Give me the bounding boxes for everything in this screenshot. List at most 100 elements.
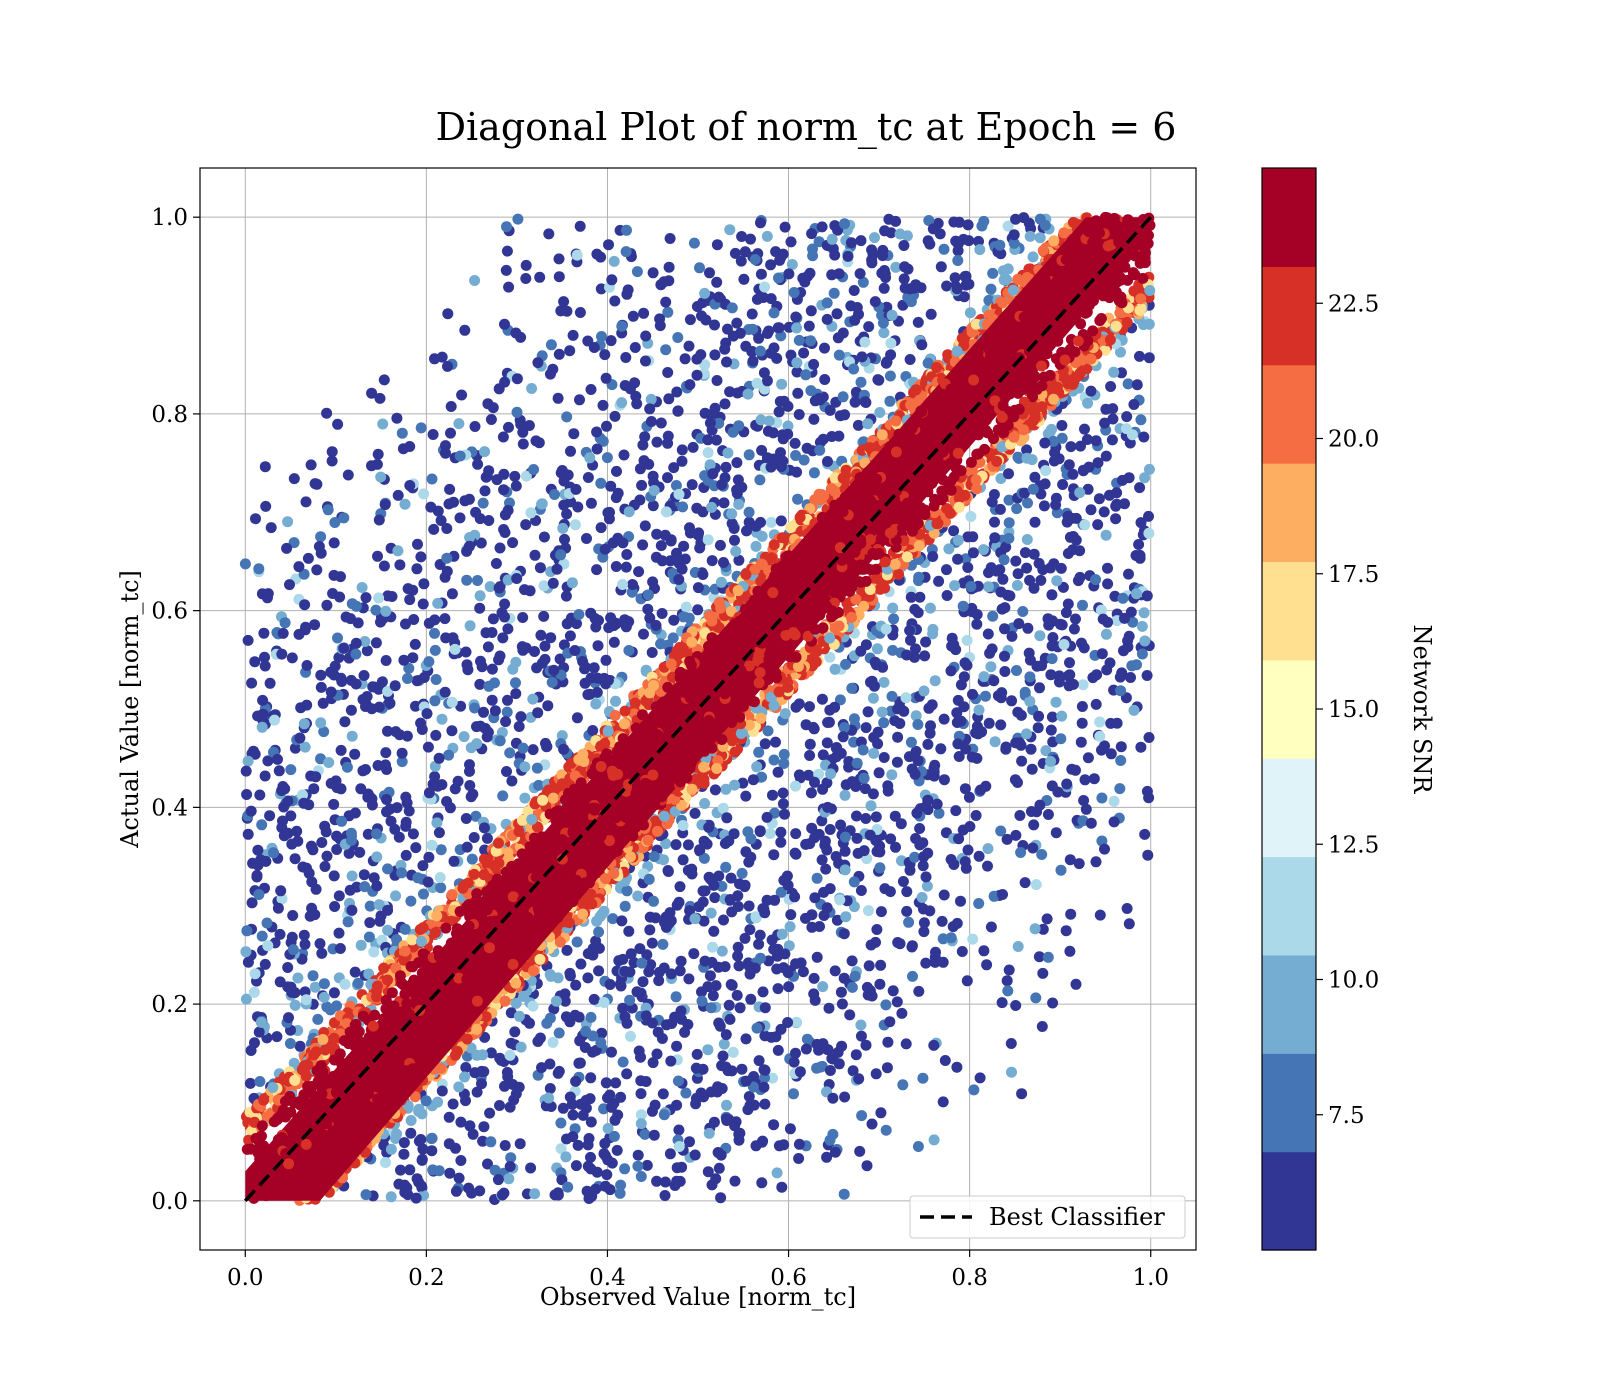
scatter-point <box>1065 441 1077 453</box>
scatter-point <box>1042 951 1054 963</box>
scatter-point <box>391 934 403 946</box>
scatter-point <box>824 651 836 663</box>
scatter-point <box>630 390 642 402</box>
scatter-point <box>759 738 771 750</box>
scatter-point <box>366 460 377 472</box>
scatter-point <box>844 1009 856 1021</box>
scatter-point <box>1046 711 1058 723</box>
scatter-point <box>827 243 839 255</box>
scatter-point <box>1082 397 1094 409</box>
scatter-point <box>664 555 676 567</box>
scatter-point <box>511 573 523 584</box>
scatter-point <box>965 581 977 592</box>
scatter-point <box>360 1189 372 1201</box>
scatter-point <box>855 645 867 657</box>
scatter-point <box>621 1017 633 1029</box>
scatter-point <box>426 1145 438 1157</box>
scatter-point <box>625 948 637 960</box>
scatter-point <box>635 1109 647 1121</box>
scatter-point <box>1003 494 1015 506</box>
scatter-point <box>705 1002 717 1014</box>
scatter-point <box>676 1161 688 1173</box>
scatter-point <box>274 928 286 940</box>
scatter-point <box>391 1128 402 1140</box>
scatter-point <box>897 876 909 887</box>
scatter-point <box>393 1178 405 1190</box>
scatter-point <box>513 1010 525 1022</box>
scatter-point <box>998 554 1010 566</box>
scatter-point <box>486 694 498 706</box>
scatter-point <box>913 985 925 997</box>
scatter-point <box>1085 817 1097 829</box>
scatter-point <box>953 216 965 228</box>
scatter-point <box>544 368 556 380</box>
scatter-point <box>1114 671 1126 683</box>
scatter-point <box>632 1149 644 1161</box>
scatter-point <box>817 981 829 993</box>
scatter-point <box>520 273 532 284</box>
scatter-point <box>709 892 721 904</box>
scatter-point <box>412 538 423 550</box>
scatter-point <box>706 555 718 567</box>
scatter-point <box>334 591 346 603</box>
scatter-point <box>1143 510 1154 522</box>
scatter-point <box>1118 645 1129 657</box>
scatter-point <box>786 259 798 270</box>
scatter-point <box>974 244 986 256</box>
scatter-point <box>804 738 816 750</box>
scatter-point <box>463 1182 475 1194</box>
scatter-point <box>759 907 771 919</box>
scatter-point <box>945 932 957 944</box>
scatter-point <box>544 1083 556 1094</box>
scatter-point <box>759 1002 771 1014</box>
scatter-point <box>958 291 970 303</box>
scatter-point <box>395 1164 406 1176</box>
scatter-point <box>453 1172 465 1184</box>
scatter-point <box>719 343 731 355</box>
scatter-point <box>890 841 901 853</box>
scatter-point <box>1105 748 1117 760</box>
scatter-point <box>1029 471 1041 483</box>
scatter-point <box>318 726 330 738</box>
scatter-point <box>629 377 641 389</box>
scatter-point <box>778 1139 790 1151</box>
scatter-point <box>1061 778 1073 790</box>
scatter-point <box>368 872 380 884</box>
scatter-point <box>1012 568 1024 580</box>
scatter-point <box>819 342 830 354</box>
scatter-point <box>914 591 926 603</box>
scatter-point <box>475 537 487 549</box>
scatter-point <box>680 1087 692 1099</box>
scatter-point <box>471 1086 483 1098</box>
scatter-point <box>897 299 909 311</box>
scatter-point <box>880 999 892 1011</box>
scatter-point <box>1138 431 1150 443</box>
scatter-point <box>500 264 512 276</box>
scatter-point <box>1046 653 1058 665</box>
scatter-point <box>905 736 917 748</box>
scatter-point <box>259 461 271 473</box>
scatter-point <box>775 886 787 898</box>
scatter-point <box>323 757 335 768</box>
scatter-point <box>790 1047 801 1059</box>
scatter-point <box>814 921 825 932</box>
scatter-point <box>478 706 489 718</box>
scatter-point <box>721 1113 733 1125</box>
scatter-point <box>756 1177 768 1189</box>
scatter-point <box>1094 730 1106 742</box>
scatter-point <box>1075 736 1087 748</box>
scatter-point <box>856 351 868 363</box>
scatter-point <box>494 1100 505 1111</box>
scatter-point <box>504 1161 516 1172</box>
scatter-point <box>511 406 523 418</box>
scatter-point <box>1006 1066 1017 1078</box>
scatter-point <box>405 895 417 907</box>
scatter-point <box>1090 698 1102 710</box>
scatter-point <box>951 917 963 929</box>
scatter-point <box>1010 213 1022 225</box>
scatter-point <box>453 418 465 430</box>
scatter-point <box>474 602 486 614</box>
scatter-point <box>1135 741 1147 753</box>
scatter-point <box>604 979 616 990</box>
scatter-point <box>585 672 597 684</box>
